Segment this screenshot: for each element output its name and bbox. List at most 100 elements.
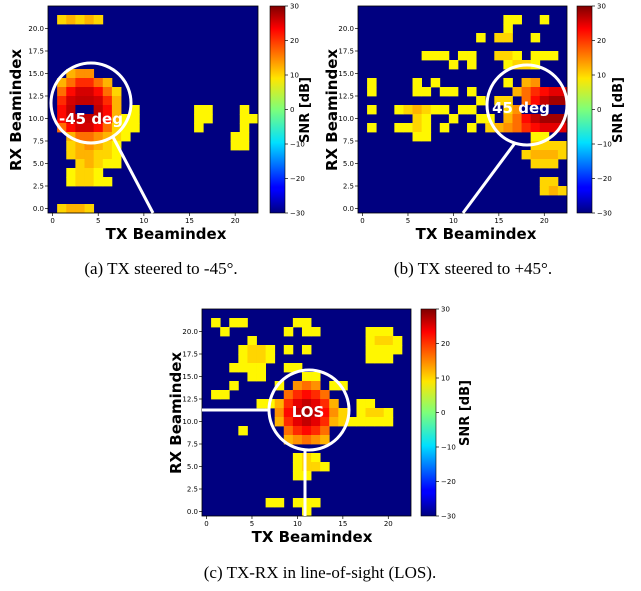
heatmap-cell <box>239 132 250 142</box>
heatmap-cell <box>457 51 468 61</box>
heatmap-cell <box>494 96 504 106</box>
heatmap-cell <box>530 123 541 133</box>
heatmap-cell <box>102 132 113 142</box>
heatmap-cell <box>194 105 204 115</box>
heatmap-cell <box>311 390 321 400</box>
heatmap-cell <box>374 417 385 427</box>
heatmap-cell <box>539 87 550 97</box>
heatmap-cell <box>521 96 532 106</box>
heatmap-cell <box>439 105 450 115</box>
heatmap-cell <box>130 105 140 115</box>
heatmap-cell <box>421 51 432 61</box>
heatmap-cell <box>394 123 404 133</box>
heatmap-cell <box>512 87 522 97</box>
heatmap-cell <box>57 87 67 97</box>
heatmap-cell <box>383 354 394 364</box>
heatmap-cell <box>503 24 513 34</box>
heatmap-cell <box>93 96 104 106</box>
heatmap-cell <box>467 105 477 115</box>
heatmap-cell <box>283 390 294 400</box>
heatmap-cell <box>530 159 541 169</box>
heatmap-cell <box>283 327 294 337</box>
heatmap-cell <box>93 159 104 169</box>
heatmap-cell <box>256 363 267 373</box>
y-tick-label: 15.0 <box>338 70 354 78</box>
heatmap-cell <box>557 150 568 160</box>
heatmap-cell <box>66 150 76 160</box>
heatmap-cell <box>421 87 432 97</box>
heatmap-cell <box>548 177 559 187</box>
heatmap-cell <box>557 114 568 124</box>
heatmap-cell <box>548 123 559 133</box>
x-tick-label: 10 <box>293 520 302 528</box>
heatmap-cell <box>412 114 423 124</box>
colorbar-label-a: SNR [dB] <box>298 77 313 143</box>
heatmap-cell <box>530 141 541 151</box>
heatmap-cell <box>311 435 321 445</box>
heatmap-cell <box>256 399 267 409</box>
heatmap-cell <box>392 345 403 355</box>
heatmap-cell <box>102 141 113 151</box>
heatmap-cell <box>301 372 312 382</box>
heatmap-cell <box>75 168 85 178</box>
heatmap-cell <box>311 453 321 463</box>
heatmap-cell <box>530 132 541 142</box>
heatmap-cell <box>394 105 404 115</box>
heatmap-cell <box>274 381 285 391</box>
heatmap-cell <box>457 105 468 115</box>
plot-area <box>48 6 259 214</box>
heatmap-cell <box>503 15 513 25</box>
ylabel-b: RX Beamindex <box>323 49 341 171</box>
colorbar-tick-label: 30 <box>441 306 450 314</box>
ylabel-c: RX Beamindex <box>167 352 185 474</box>
heatmap-panel-c: RX Beamindex TX Beamindex (c) TX-RX in l… <box>167 306 473 583</box>
x-tick-label: 10 <box>449 217 458 225</box>
heatmap-cell <box>211 318 221 328</box>
y-tick-label: 7.5 <box>343 138 354 146</box>
heatmap-cell <box>301 327 312 337</box>
heatmap-cell <box>292 426 303 436</box>
heatmap-cell <box>292 453 303 463</box>
heatmap-cell <box>239 141 250 151</box>
heatmap-cell <box>84 87 95 97</box>
heatmap-cell <box>111 96 122 106</box>
heatmap-cell <box>365 408 376 418</box>
heatmap-cell <box>503 123 513 133</box>
heatmap-cell <box>203 114 213 124</box>
heatmap-cell <box>265 498 276 508</box>
heatmap-cell <box>374 336 385 346</box>
heatmap-cell <box>220 327 230 337</box>
heatmap-cell <box>102 87 113 97</box>
heatmap-cell <box>365 354 376 364</box>
heatmap-cell <box>57 96 67 106</box>
heatmap-cell <box>430 78 441 88</box>
x-tick-label: 0 <box>204 520 208 528</box>
heatmap-cell <box>512 15 522 25</box>
x-tick-label: 15 <box>494 217 503 225</box>
heatmap-cell <box>75 69 85 79</box>
heatmap-cell <box>467 123 477 133</box>
heatmap-cell <box>66 177 76 187</box>
heatmap-cell <box>256 372 267 382</box>
colorbar-tick-label: 30 <box>597 3 606 11</box>
heatmap-cell <box>383 327 394 337</box>
heatmap-cell <box>238 345 248 355</box>
heatmap-cell <box>383 345 394 355</box>
heatmap-cell <box>320 435 330 445</box>
xlabel-b: TX Beamindex <box>416 225 537 243</box>
heatmap-cell <box>548 141 559 151</box>
heatmap-cell <box>311 417 321 427</box>
heatmap-cell <box>301 408 312 418</box>
heatmap-cell <box>283 399 294 409</box>
heatmap-cell <box>203 105 213 115</box>
heatmap-cell <box>283 426 294 436</box>
heatmap-cell <box>367 87 377 97</box>
heatmap-cell <box>557 141 568 151</box>
heatmap-cell <box>439 87 450 97</box>
heatmap-cell <box>512 123 522 133</box>
heatmap-cell <box>320 408 330 418</box>
heatmap-cell <box>311 462 321 472</box>
heatmap-cell <box>311 372 321 382</box>
heatmap-cell <box>274 498 285 508</box>
heatmap-cell <box>403 123 413 133</box>
